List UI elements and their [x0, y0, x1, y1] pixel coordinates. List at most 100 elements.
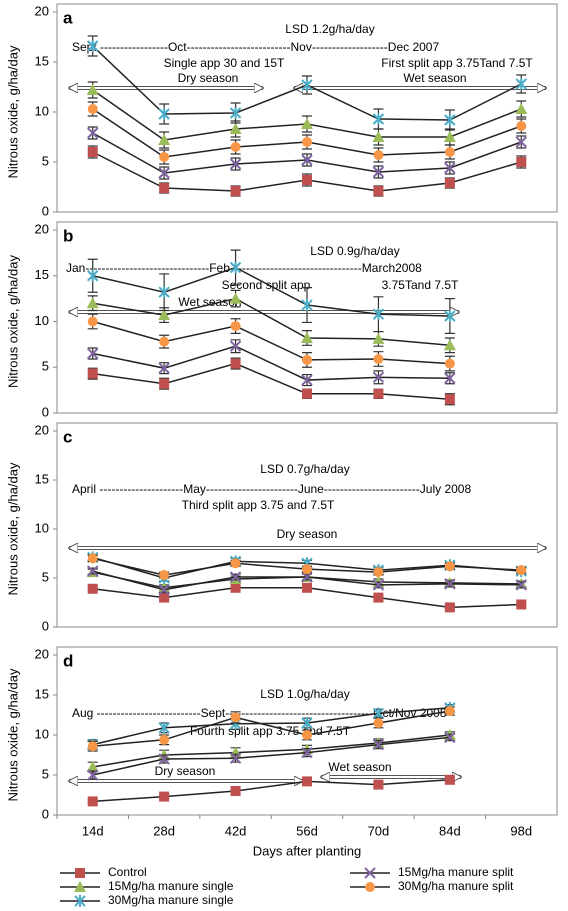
panel: 0 5 10 15 20 Nitrous oxide, g/ha/day a LSD 1.2g… [5, 3, 558, 218]
annotation: Dry season [277, 527, 338, 541]
point [444, 774, 455, 785]
annotation: LSD 0.9g/ha/day [310, 244, 399, 258]
legend-label: 30Mg/ha manure split [398, 879, 514, 893]
point [230, 786, 241, 796]
point [158, 167, 170, 179]
point [515, 103, 528, 114]
y-tick-label: 5 [42, 153, 49, 168]
point [516, 121, 527, 131]
point [302, 582, 312, 593]
legend-label: 15Mg/ha manure split [398, 865, 514, 879]
series-line [92, 362, 450, 401]
panel: 0 5 10 15 20 Nitrous oxide, g/ha/day b LSD 0.9g… [5, 221, 558, 419]
y-axis-label: Nitrous oxide, g/ha/day [5, 462, 20, 595]
point [87, 368, 98, 379]
point [229, 571, 242, 583]
point [373, 186, 384, 196]
annotation: Wet season [178, 295, 241, 309]
point [301, 299, 313, 312]
series-line [92, 710, 450, 747]
point [302, 175, 312, 185]
point [444, 178, 455, 188]
point [158, 721, 170, 734]
series-line [92, 266, 450, 317]
series-line [92, 320, 450, 365]
point [229, 292, 242, 304]
legend-label: 15Mg/ha manure single [108, 879, 234, 893]
point [444, 394, 455, 405]
point [87, 269, 99, 282]
point [158, 108, 170, 120]
y-tick-label: 10 [35, 520, 49, 535]
y-tick-label: 0 [42, 203, 49, 218]
point [373, 592, 384, 603]
annotation: Dry season [155, 764, 216, 778]
annotation: Third split app 3.75 and 7.5T [182, 498, 335, 512]
x-tick-label: 42d [225, 823, 247, 838]
point [372, 707, 385, 720]
point [87, 127, 99, 139]
point [373, 779, 384, 790]
point [372, 579, 385, 591]
series-line [92, 707, 450, 746]
point [74, 895, 86, 907]
point [230, 142, 241, 152]
point [372, 371, 385, 384]
point [302, 354, 312, 365]
point [87, 40, 99, 52]
legend-label: 30Mg/ha manure single [108, 893, 234, 907]
point [229, 123, 242, 134]
point [159, 592, 170, 603]
point [373, 718, 384, 728]
y-tick-label: 15 [35, 267, 49, 282]
point [158, 134, 171, 145]
point [301, 118, 313, 129]
point [158, 309, 171, 321]
annotation: Second split app [222, 278, 311, 292]
point [229, 158, 242, 170]
point [302, 730, 312, 740]
annotation: Wet season [403, 71, 466, 85]
x-tick-label: 56d [296, 823, 318, 838]
point [302, 137, 312, 147]
annotation: Sept -----------------Oct---------------… [72, 40, 439, 54]
point [372, 166, 385, 178]
point [444, 561, 455, 572]
point [230, 321, 241, 332]
point [301, 154, 313, 166]
point [444, 147, 455, 157]
y-tick-label: 20 [35, 646, 49, 661]
point [516, 157, 527, 167]
point [302, 388, 312, 399]
point [302, 776, 312, 787]
point [515, 136, 527, 148]
y-tick-label: 10 [35, 103, 49, 118]
point [230, 358, 241, 369]
point [86, 297, 99, 309]
point [372, 738, 385, 751]
point [87, 316, 98, 327]
x-tick-label: 98d [510, 823, 532, 838]
y-axis-label: Nitrous oxide, g/ha/day [5, 45, 20, 178]
point [158, 362, 170, 374]
y-tick-label: 0 [42, 404, 49, 419]
point [229, 261, 242, 274]
point [444, 114, 456, 126]
point [159, 791, 170, 802]
annotation: 3.75Tand 7.5T [382, 278, 459, 292]
y-tick-label: 5 [42, 766, 49, 781]
x-tick-label: 14d [82, 823, 104, 838]
point [87, 565, 99, 577]
point [159, 734, 170, 745]
point [159, 152, 170, 162]
point [302, 564, 312, 575]
point [365, 882, 375, 892]
legend-label: Control [108, 865, 147, 879]
annotation: First split app 3.75Tand 7.5T [381, 56, 533, 70]
point [229, 340, 242, 352]
point [373, 150, 384, 160]
annotation: Dry season [178, 71, 239, 85]
point [301, 571, 313, 583]
annotation: LSD 1.2g/ha/day [285, 22, 374, 36]
